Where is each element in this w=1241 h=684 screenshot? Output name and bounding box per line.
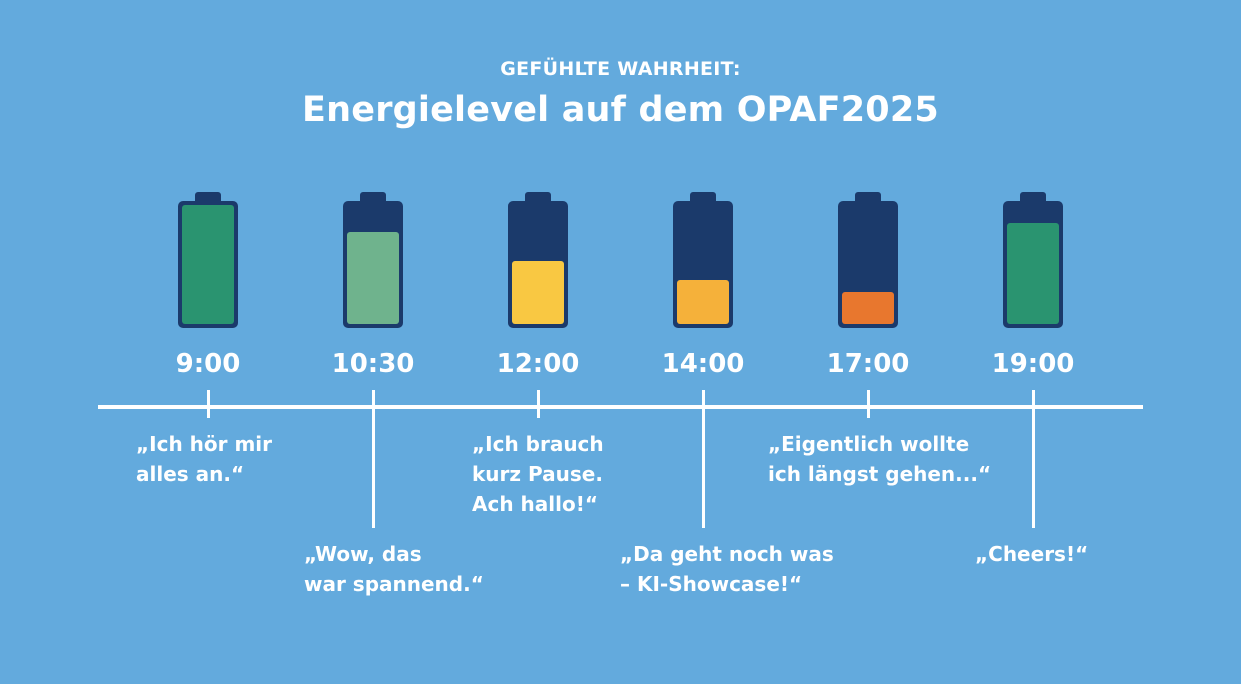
battery-fill [347,232,399,324]
quote-text: „Cheers!“ [975,542,1089,566]
page-title: Energielevel auf dem OPAF2025 [302,90,939,130]
time-label: 17:00 [826,349,910,379]
battery-icon [1003,192,1063,328]
battery-fill [512,261,564,324]
timeline-tick [372,390,375,528]
time-label: 10:30 [331,349,415,379]
timeline-axis [98,405,1143,409]
battery-fill [677,280,729,324]
timeline-tick [702,390,705,528]
battery-icon [673,192,733,328]
timeline-tick [207,390,210,418]
timeline-tick [537,390,540,418]
time-label: 19:00 [991,349,1075,379]
time-label: 9:00 [175,349,241,379]
timeline-tick [867,390,870,418]
quote-text: „Wow, das war spannend.“ [304,542,484,596]
page-kicker: GEFÜHLTE WAHRHEIT: [500,58,741,80]
battery-fill [1007,223,1059,324]
battery-icon [838,192,898,328]
quote-text: „Ich brauch kurz Pause. Ach hallo!“ [472,432,604,516]
battery-icon [178,192,238,328]
quote-text: „Ich hör mir alles an.“ [136,432,273,486]
time-label: 12:00 [496,349,580,379]
battery-fill [842,292,894,324]
battery-icon [343,192,403,328]
battery-icon [508,192,568,328]
quote-text: „Eigentlich wollte ich längst gehen...“ [768,432,992,486]
timeline-tick [1032,390,1035,528]
time-label: 14:00 [661,349,745,379]
quote-text: „Da geht noch was – KI-Showcase!“ [620,542,834,596]
battery-fill [182,205,234,324]
